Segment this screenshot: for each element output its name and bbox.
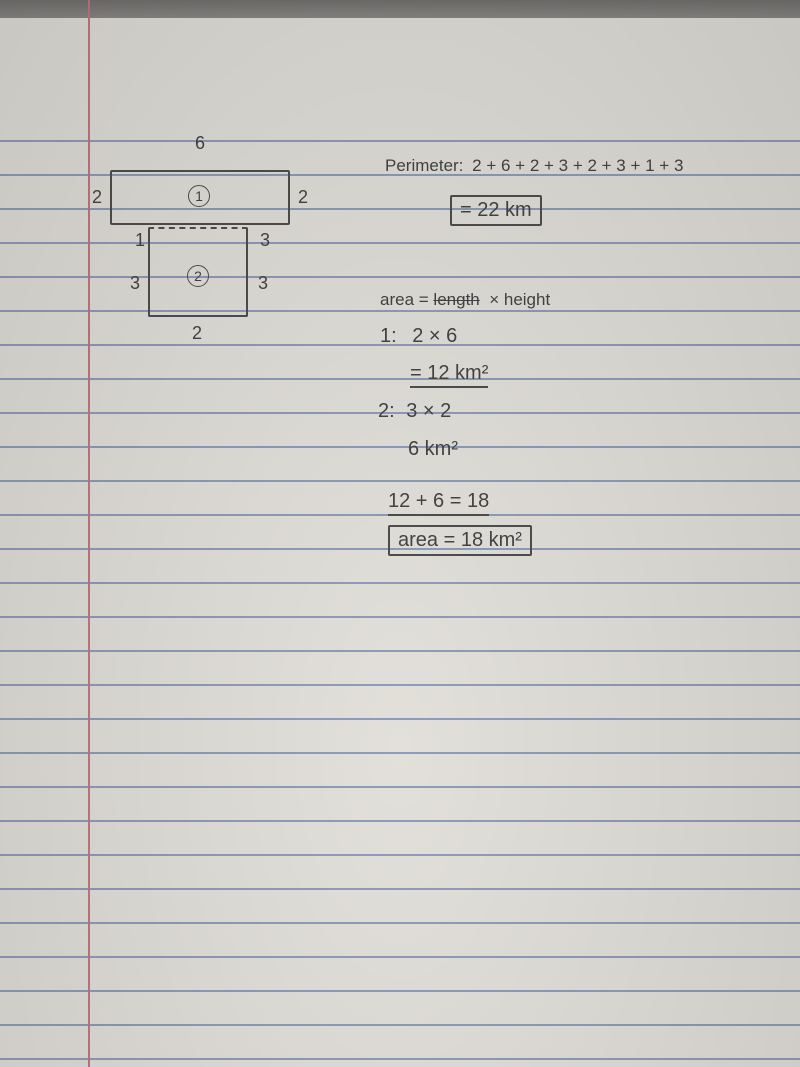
perimeter-title-text: Perimeter:: [385, 156, 463, 175]
area-part2-result: 6 km²: [408, 438, 458, 461]
area-formula: area = length × height: [380, 290, 550, 310]
perimeter-result-box: = 22 km: [450, 195, 542, 226]
dim-left-2: 2: [92, 187, 102, 208]
area-sum-text: 12 + 6 = 18: [388, 490, 489, 516]
area-part1: 1: 2 × 6: [380, 325, 457, 348]
area-part1-result: = 12 km²: [410, 362, 488, 385]
perimeter-expression: 2 + 6 + 2 + 3 + 2 + 3 + 1 + 3: [472, 156, 683, 175]
dim-r2-bottom-2: 2: [192, 323, 202, 344]
area-part2-label: 2:: [378, 400, 395, 422]
area-part1-expr: 2 × 6: [412, 325, 457, 347]
area-final-box: area = 18 km²: [388, 525, 532, 556]
dim-right-2: 2: [298, 187, 308, 208]
area-final-text: area = 18 km²: [388, 525, 532, 556]
dim-notch-right-3: 3: [260, 230, 270, 251]
perimeter-result-text: = 22 km: [450, 195, 542, 226]
area-part2: 2: 3 × 2: [378, 400, 451, 423]
circled-1-text: 1: [195, 188, 203, 204]
area-part1-label: 1:: [380, 325, 397, 347]
area-sum: 12 + 6 = 18: [388, 490, 489, 513]
dim-r2-left-3: 3: [130, 273, 140, 294]
dim-r2-right-3: 3: [258, 273, 268, 294]
dim-notch-left-1: 1: [135, 230, 145, 251]
margin-line: [88, 0, 90, 1067]
circled-2: 2: [187, 265, 209, 287]
perimeter-label: Perimeter: 2 + 6 + 2 + 3 + 2 + 3 + 1 + 3: [385, 156, 683, 176]
page-top-binding: [0, 0, 800, 18]
circled-1: 1: [188, 185, 210, 207]
area-part1-result-text: = 12 km²: [410, 362, 488, 388]
area-formula-label: area =: [380, 290, 429, 309]
area-part2-expr: 3 × 2: [406, 400, 451, 422]
composite-shape-diagram: 6 2 2 1 2 1 3 3 3 2: [110, 155, 320, 365]
circled-2-text: 2: [194, 268, 202, 284]
dim-top-6: 6: [195, 133, 205, 154]
